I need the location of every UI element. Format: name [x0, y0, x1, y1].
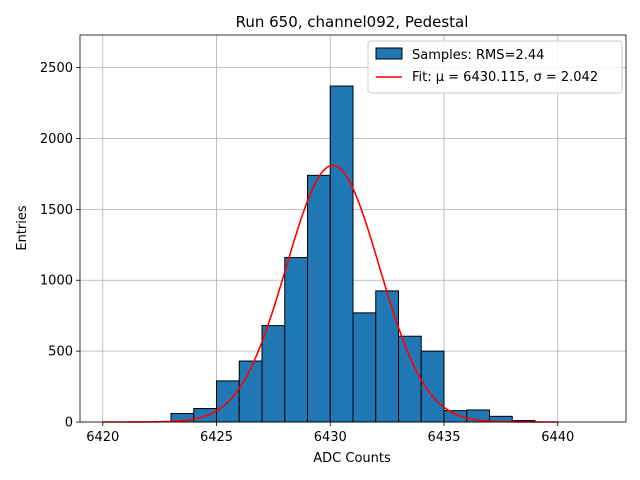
fit-curve-layer [102, 164, 558, 423]
legend-label-fit: Fit: μ = 6430.115, σ = 2.042 [412, 70, 598, 85]
y-tick-label-0: 0 [65, 416, 73, 431]
y-tick-label-2: 1000 [40, 274, 73, 289]
histogram-bar-6 [307, 174, 331, 423]
x-axis-label: ADC Counts [313, 451, 391, 466]
histogram-bar-9 [375, 290, 399, 423]
x-tick-label-1: 6425 [200, 430, 233, 445]
histogram-bar-4 [261, 325, 286, 423]
x-tick-label-4: 6440 [541, 430, 574, 445]
y-tick-label-5: 2500 [40, 61, 73, 76]
histogram-bar-8 [352, 312, 377, 423]
legend: Samples: RMS=2.44 Fit: μ = 6430.115, σ =… [367, 40, 623, 94]
x-axis-ticks: 6420 6425 6430 6435 6440 [86, 422, 574, 445]
histogram-bar-1 [193, 408, 217, 423]
x-tick-label-0: 6420 [86, 430, 119, 445]
x-tick-label-3: 6435 [427, 430, 460, 445]
y-tick-label-1: 500 [48, 345, 73, 360]
chart-title: Run 650, channel092, Pedestal [236, 13, 469, 31]
legend-box [367, 40, 623, 94]
x-tick-label-2: 6430 [314, 430, 347, 445]
y-axis-ticks: 0 500 1000 1500 2000 2500 [40, 61, 80, 431]
histogram-bar-10 [398, 335, 422, 423]
y-axis-label: Entries [15, 205, 30, 251]
legend-swatch-samples [375, 47, 403, 60]
y-tick-label-3: 1500 [40, 203, 73, 218]
plot-frame [79, 34, 627, 423]
y-tick-label-4: 2000 [40, 132, 73, 147]
histogram-bars [170, 85, 536, 423]
histogram-bar-7 [329, 85, 354, 423]
legend-label-samples: Samples: RMS=2.44 [412, 48, 544, 63]
histogram-bar-5 [284, 257, 308, 423]
gaussian-fit-line [102, 164, 558, 423]
